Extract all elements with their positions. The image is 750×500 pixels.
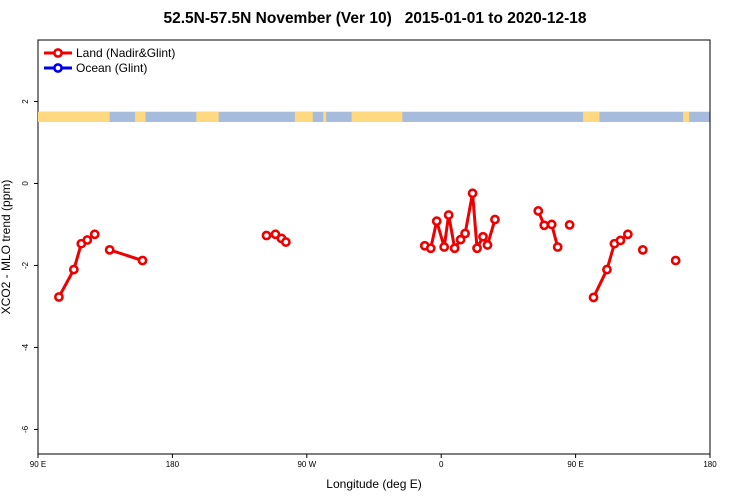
data-point — [104, 244, 115, 255]
data-point — [439, 242, 450, 252]
data-point — [443, 210, 454, 220]
y-tick-label: -4 — [21, 343, 30, 351]
data-point — [137, 255, 148, 266]
strip-land-span — [196, 111, 219, 122]
data-point — [552, 242, 563, 252]
land-ocean-strip — [38, 111, 710, 122]
data-point — [615, 235, 626, 246]
data-point — [431, 216, 442, 227]
x-tick-label: 180 — [166, 460, 180, 469]
data-point — [588, 292, 599, 303]
series-line-segment — [109, 248, 143, 262]
legend-label: Ocean (Glint) — [76, 61, 147, 75]
x-tick-label: 90 E — [567, 460, 583, 469]
data-point — [622, 229, 633, 240]
data-point — [82, 235, 93, 245]
legend-marker — [53, 63, 63, 73]
data-point — [449, 243, 460, 254]
x-axis: 90 E 180 90 W 0 90 E 180 — [30, 454, 717, 469]
strip-land-span — [135, 111, 146, 122]
data-point — [546, 219, 557, 230]
y-axis: 2 0 -2 -4 -6 — [21, 99, 38, 433]
data-point — [455, 234, 466, 245]
data-point — [533, 206, 544, 216]
legend: Land (Nadir&Glint)Ocean (Glint) — [44, 46, 175, 75]
strip-land-span — [38, 111, 110, 122]
strip-land-span — [323, 111, 327, 122]
y-axis-title: XCO2 - MLO trend (ppm) — [0, 180, 13, 315]
data-point — [261, 230, 272, 241]
data-point — [89, 229, 100, 240]
x-tick-label: 90 W — [297, 460, 316, 469]
data-point — [490, 214, 500, 225]
strip-land-span — [294, 111, 313, 122]
y-tick-label: -6 — [21, 425, 30, 433]
data-point — [460, 228, 470, 239]
data-point — [482, 240, 493, 250]
data-point — [670, 255, 681, 266]
data-point — [472, 243, 482, 254]
plot-frame — [37, 39, 711, 455]
x-tick-label: 90 E — [30, 460, 46, 469]
data-point — [564, 219, 575, 230]
series-layer — [54, 188, 681, 303]
data-point — [54, 292, 64, 302]
legend-marker — [53, 48, 63, 58]
x-axis-title: Longitude (deg E) — [326, 477, 421, 491]
data-point — [425, 243, 436, 254]
data-point — [637, 244, 648, 255]
chart-title: 52.5N-57.5N November (Ver 10) 2015-01-01… — [163, 10, 587, 27]
strip-land-span — [351, 111, 403, 122]
data-point — [467, 188, 478, 199]
y-tick-label: -2 — [21, 261, 30, 269]
data-point — [478, 231, 488, 242]
y-tick-label: 2 — [21, 99, 30, 104]
data-point — [539, 220, 550, 231]
legend-label: Land (Nadir&Glint) — [76, 46, 175, 60]
data-point — [280, 237, 291, 247]
data-point — [602, 264, 612, 275]
x-tick-label: 180 — [703, 460, 717, 469]
strip-land-span — [683, 111, 690, 122]
y-tick-label: 0 — [21, 181, 30, 186]
strip-land-span — [583, 111, 600, 122]
data-point — [68, 264, 79, 275]
x-tick-label: 0 — [439, 460, 444, 469]
